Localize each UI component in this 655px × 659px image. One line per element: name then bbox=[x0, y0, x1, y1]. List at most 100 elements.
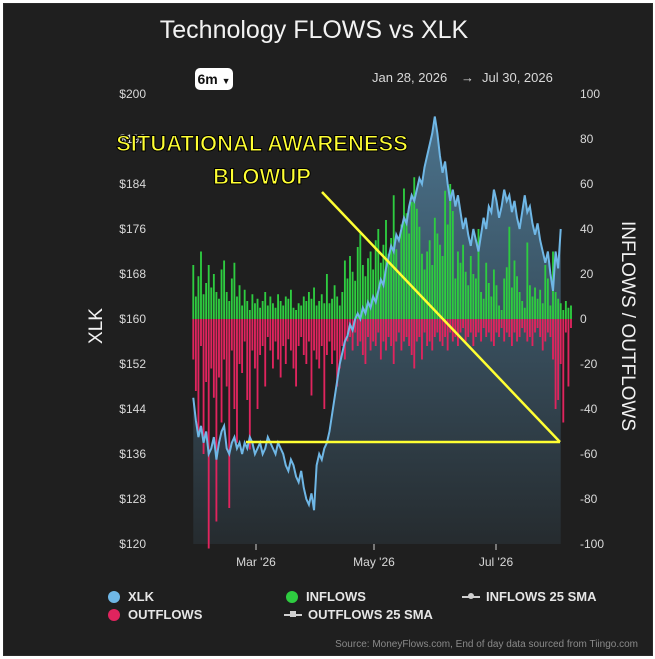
inflow-bar bbox=[377, 229, 380, 319]
range-start[interactable]: Jan 28, 2026 bbox=[372, 70, 448, 85]
outflow-bar bbox=[387, 319, 390, 337]
inflow-bar bbox=[272, 303, 274, 319]
outflow-bar bbox=[392, 319, 395, 364]
period-label: 6m bbox=[197, 71, 218, 87]
inflow-bar bbox=[248, 310, 251, 319]
left-axis-ticks: $200 $192 $184 $176 $168 $160 $152 $144 $136 $128… bbox=[119, 87, 146, 551]
outflow-bar bbox=[369, 319, 372, 351]
outflow-bar bbox=[521, 319, 524, 328]
outflow-bar bbox=[464, 319, 467, 342]
inflow-bar bbox=[518, 292, 521, 319]
inflow-bar bbox=[477, 229, 480, 319]
inflow-bar bbox=[223, 260, 226, 319]
right-tick-label: -40 bbox=[580, 402, 598, 416]
inflow-bar bbox=[202, 294, 205, 319]
inflow-bar bbox=[426, 251, 429, 319]
inflow-bar bbox=[369, 251, 372, 319]
right-tick-label: 40 bbox=[580, 222, 594, 236]
outflow-bar bbox=[207, 319, 210, 549]
outflow-bar bbox=[439, 319, 441, 342]
inflow-bar bbox=[356, 247, 359, 319]
inflow-bar bbox=[451, 211, 454, 319]
outflow-bar bbox=[475, 319, 477, 337]
xlk-line bbox=[192, 116, 562, 511]
outflow-bar bbox=[544, 319, 547, 342]
inflow-bar bbox=[269, 296, 272, 319]
outflow-bar bbox=[562, 319, 565, 423]
inflow-bar bbox=[482, 298, 485, 319]
legend-xlk-label: XLK bbox=[128, 589, 154, 604]
outflow-bar bbox=[305, 319, 308, 364]
outflow-bar bbox=[457, 319, 459, 346]
legend-outflows-sma[interactable]: OUTFLOWS 25 SMA bbox=[284, 607, 433, 622]
outflow-bar bbox=[426, 319, 429, 346]
inflow-bar bbox=[405, 213, 408, 319]
inflow-bar bbox=[205, 283, 208, 319]
outflow-bar bbox=[446, 319, 449, 351]
inflow-bar bbox=[387, 253, 390, 319]
outflow-bar bbox=[333, 319, 336, 351]
inflow-bar bbox=[498, 305, 500, 319]
outflow-bar bbox=[552, 319, 554, 360]
outflow-bar bbox=[230, 319, 233, 351]
inflow-bar bbox=[459, 262, 462, 319]
inflow-bar bbox=[439, 244, 441, 319]
legend-inflows[interactable]: INFLOWS bbox=[286, 589, 366, 604]
inflow-bar bbox=[292, 307, 295, 319]
legend-outflows[interactable]: OUTFLOWS bbox=[108, 607, 202, 622]
outflow-bar bbox=[261, 319, 264, 346]
inflow-bar bbox=[492, 269, 495, 319]
inflow-bar bbox=[521, 301, 524, 319]
outflow-bar bbox=[277, 319, 279, 360]
outflow-bar bbox=[223, 319, 226, 360]
inflow-bar bbox=[197, 276, 200, 319]
outflow-bar bbox=[328, 319, 331, 342]
outflow-bar bbox=[210, 319, 213, 369]
inflow-bar bbox=[287, 298, 290, 319]
period-select-button[interactable]: 6m ▼ bbox=[195, 68, 233, 90]
inflow-bar bbox=[436, 233, 439, 319]
inflow-bar bbox=[449, 184, 452, 319]
inflow-bar bbox=[207, 265, 210, 319]
legend-inflows-sma-marker bbox=[462, 592, 480, 599]
inflow-bar bbox=[279, 301, 282, 319]
outflow-bar bbox=[341, 319, 344, 346]
inflow-bar bbox=[446, 224, 449, 319]
inflow-bar bbox=[302, 296, 305, 319]
inflow-bar bbox=[500, 310, 503, 319]
right-tick-label: 20 bbox=[580, 267, 594, 281]
left-tick-label: $200 bbox=[119, 87, 146, 101]
inflow-bar bbox=[454, 278, 457, 319]
inflow-bar bbox=[218, 298, 220, 319]
legend-xlk-marker bbox=[108, 590, 120, 603]
outflow-bar bbox=[513, 319, 516, 333]
outflow-bar bbox=[400, 319, 403, 351]
legend-xlk[interactable]: XLK bbox=[108, 589, 154, 604]
legend-outflows-sma-marker bbox=[284, 610, 302, 617]
right-tick-label: -60 bbox=[580, 447, 598, 461]
x-axis-ticks: Mar '26 May '26 Jul '26 bbox=[236, 544, 513, 569]
outflow-bar bbox=[282, 319, 285, 346]
outflow-bar bbox=[325, 319, 328, 355]
outflow-bar bbox=[495, 319, 498, 333]
outflow-bar bbox=[500, 319, 503, 328]
outflow-bar bbox=[218, 319, 220, 378]
legend-inflows-sma[interactable]: INFLOWS 25 SMA bbox=[462, 589, 597, 604]
inflow-bar bbox=[331, 298, 333, 319]
inflow-bar bbox=[541, 303, 544, 319]
inflow-bar bbox=[251, 294, 254, 319]
outflow-bar bbox=[279, 319, 282, 378]
left-tick-label: $184 bbox=[119, 177, 146, 191]
outflow-bar bbox=[197, 319, 200, 432]
left-tick-label: $168 bbox=[119, 267, 146, 281]
outflow-bar bbox=[364, 319, 367, 364]
outflow-bar bbox=[374, 319, 377, 346]
inflow-bar bbox=[557, 298, 560, 319]
range-end[interactable]: Jul 30, 2026 bbox=[482, 70, 553, 85]
inflow-bar bbox=[215, 292, 218, 319]
inflow-bar bbox=[400, 224, 403, 319]
inflow-bar bbox=[485, 262, 488, 319]
outflow-bar bbox=[192, 319, 195, 360]
outflow-bar bbox=[354, 319, 357, 333]
xlk-area bbox=[193, 116, 561, 544]
